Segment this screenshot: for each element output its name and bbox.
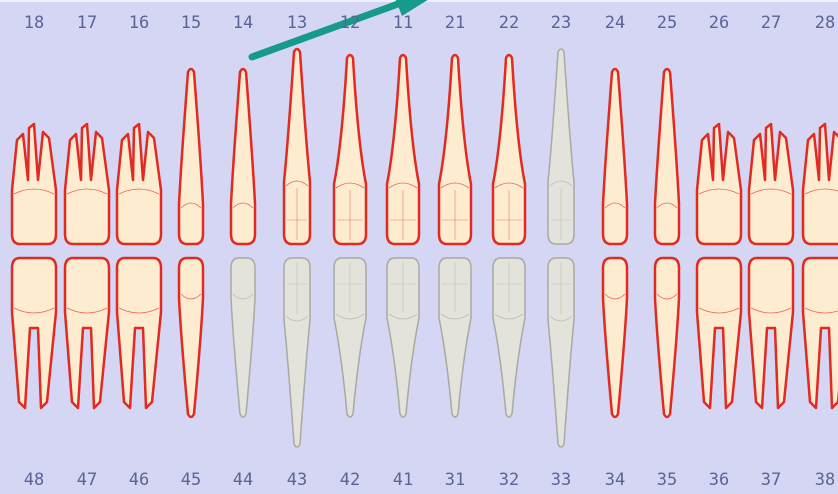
tooth-21[interactable] <box>437 53 473 246</box>
tooth-31[interactable] <box>438 257 472 418</box>
tooth-number-23: 23 <box>550 13 572 33</box>
tooth-23[interactable] <box>547 48 575 245</box>
tooth-18[interactable] <box>10 122 58 246</box>
tooth-number-28: 28 <box>814 13 836 33</box>
tooth-13[interactable] <box>282 47 312 246</box>
tooth-25[interactable] <box>653 67 681 246</box>
tooth-35[interactable] <box>653 256 681 419</box>
tooth-number-18: 18 <box>23 13 45 33</box>
tooth-42[interactable] <box>333 257 367 418</box>
tooth-number-11: 11 <box>392 13 414 33</box>
tooth-number-26: 26 <box>708 13 730 33</box>
tooth-number-45: 45 <box>180 470 202 490</box>
tooth-11[interactable] <box>385 53 421 246</box>
tooth-number-15: 15 <box>180 13 202 33</box>
tooth-32[interactable] <box>492 257 526 418</box>
tooth-46[interactable] <box>115 256 163 410</box>
tooth-number-33: 33 <box>550 470 572 490</box>
tooth-number-17: 17 <box>76 13 98 33</box>
tooth-47[interactable] <box>63 256 111 410</box>
tooth-number-24: 24 <box>604 13 626 33</box>
tooth-number-34: 34 <box>604 470 626 490</box>
tooth-48[interactable] <box>10 256 58 410</box>
tooth-12[interactable] <box>332 53 368 246</box>
tooth-14[interactable] <box>229 67 257 246</box>
tooth-number-47: 47 <box>76 470 98 490</box>
tooth-45[interactable] <box>177 256 205 419</box>
tooth-26[interactable] <box>695 122 743 246</box>
tooth-22[interactable] <box>491 53 527 246</box>
tooth-number-37: 37 <box>760 470 782 490</box>
tooth-number-12: 12 <box>339 13 361 33</box>
annotation-arrow <box>248 0 428 61</box>
tooth-number-32: 32 <box>498 470 520 490</box>
tooth-44[interactable] <box>230 257 256 418</box>
tooth-28[interactable] <box>801 122 838 246</box>
tooth-number-31: 31 <box>444 470 466 490</box>
tooth-number-43: 43 <box>286 470 308 490</box>
tooth-number-42: 42 <box>339 470 361 490</box>
tooth-number-44: 44 <box>232 470 254 490</box>
tooth-number-27: 27 <box>760 13 782 33</box>
tooth-43[interactable] <box>283 257 311 448</box>
tooth-number-22: 22 <box>498 13 520 33</box>
tooth-36[interactable] <box>695 256 743 410</box>
tooth-number-21: 21 <box>444 13 466 33</box>
tooth-number-48: 48 <box>23 470 45 490</box>
tooth-number-16: 16 <box>128 13 150 33</box>
tooth-number-13: 13 <box>286 13 308 33</box>
tooth-number-41: 41 <box>392 470 414 490</box>
tooth-number-14: 14 <box>232 13 254 33</box>
tooth-15[interactable] <box>177 67 205 246</box>
tooth-17[interactable] <box>63 122 111 246</box>
tooth-33[interactable] <box>547 257 575 448</box>
tooth-34[interactable] <box>601 256 629 419</box>
tooth-38[interactable] <box>801 256 838 410</box>
tooth-24[interactable] <box>601 67 629 246</box>
tooth-number-35: 35 <box>656 470 678 490</box>
tooth-41[interactable] <box>386 257 420 418</box>
tooth-number-25: 25 <box>656 13 678 33</box>
tooth-number-46: 46 <box>128 470 150 490</box>
tooth-number-38: 38 <box>814 470 836 490</box>
tooth-37[interactable] <box>747 256 795 410</box>
tooth-number-36: 36 <box>708 470 730 490</box>
tooth-16[interactable] <box>115 122 163 246</box>
tooth-27[interactable] <box>747 122 795 246</box>
